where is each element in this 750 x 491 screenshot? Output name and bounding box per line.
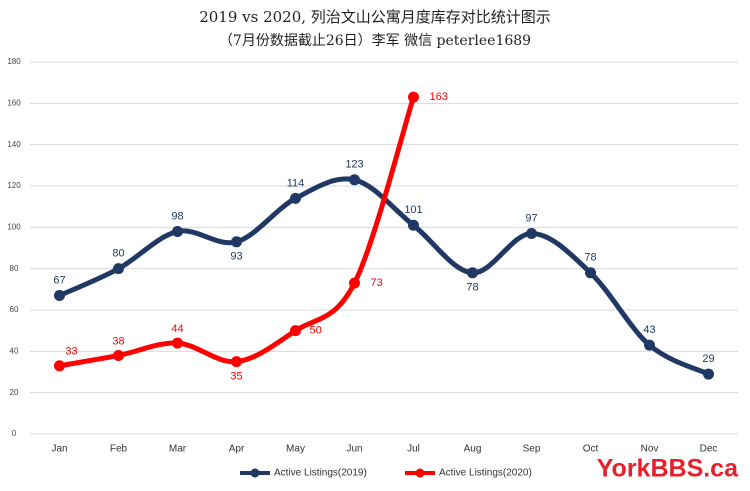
data-point	[172, 225, 183, 237]
x-tick-label: Jun	[346, 444, 362, 455]
x-tick-label: Nov	[641, 444, 659, 455]
data-label: 78	[466, 282, 478, 294]
data-label: 98	[171, 210, 183, 222]
data-point	[113, 263, 124, 275]
x-tick-label: Apr	[229, 444, 245, 455]
data-point	[54, 360, 65, 372]
legend-marker	[250, 468, 260, 478]
data-point	[644, 339, 655, 351]
data-label: 80	[112, 248, 124, 260]
x-tick-label: Jul	[407, 444, 420, 455]
data-point	[703, 368, 714, 380]
data-point	[290, 325, 301, 337]
x-tick-label: May	[286, 444, 305, 455]
data-point	[408, 219, 419, 231]
data-label: 78	[584, 252, 596, 264]
chart-subtitle: （7月份数据截止26日）李军 微信 peterlee1689	[219, 33, 531, 49]
data-label: 29	[702, 353, 714, 365]
y-tick-label: 0	[12, 429, 17, 438]
x-tick-label: Mar	[169, 444, 187, 455]
y-tick-label: 80	[10, 264, 19, 273]
data-label: 114	[287, 177, 305, 189]
data-point	[349, 174, 360, 186]
data-point	[526, 228, 537, 240]
y-tick-label: 20	[10, 388, 19, 397]
legend-label: Active Listings(2019)	[274, 468, 367, 479]
data-point	[231, 236, 242, 248]
data-point	[172, 337, 183, 349]
data-label: 97	[525, 212, 537, 224]
data-label: 101	[404, 204, 422, 216]
x-tick-label: Sep	[523, 444, 541, 455]
data-label: 67	[53, 274, 65, 286]
watermark: YorkBBS.ca	[597, 455, 739, 483]
y-tick-label: 120	[7, 181, 21, 190]
data-label: 163	[430, 91, 448, 103]
y-tick-label: 60	[10, 305, 19, 314]
data-label: 44	[171, 323, 183, 335]
data-label: 123	[345, 159, 363, 171]
data-point	[113, 349, 124, 361]
data-point	[467, 267, 478, 279]
x-tick-label: Jan	[51, 444, 67, 455]
legend-label: Active Listings(2020)	[439, 468, 532, 479]
data-label: 35	[230, 371, 242, 383]
data-point	[54, 290, 65, 302]
data-point	[408, 91, 419, 103]
data-point	[585, 267, 596, 279]
data-point	[349, 277, 360, 289]
x-tick-label: Oct	[583, 444, 599, 455]
y-tick-label: 40	[10, 346, 19, 355]
x-tick-label: Feb	[110, 444, 128, 455]
data-label: 73	[371, 277, 383, 289]
y-tick-label: 160	[7, 98, 21, 107]
y-tick-label: 100	[7, 222, 21, 231]
data-point	[231, 356, 242, 368]
data-label: 50	[310, 325, 322, 337]
y-tick-label: 140	[7, 140, 21, 149]
y-tick-label: 180	[7, 57, 21, 66]
x-tick-label: Dec	[700, 444, 718, 455]
data-point	[290, 192, 301, 204]
data-label: 38	[112, 335, 124, 347]
chart-title: 2019 vs 2020, 列治文山公寓月度库存对比统计图示	[199, 8, 551, 26]
data-label: 43	[643, 324, 655, 336]
x-tick-label: Aug	[464, 444, 482, 455]
data-label: 33	[65, 346, 77, 358]
legend-marker	[415, 468, 425, 478]
data-label: 93	[230, 251, 242, 263]
